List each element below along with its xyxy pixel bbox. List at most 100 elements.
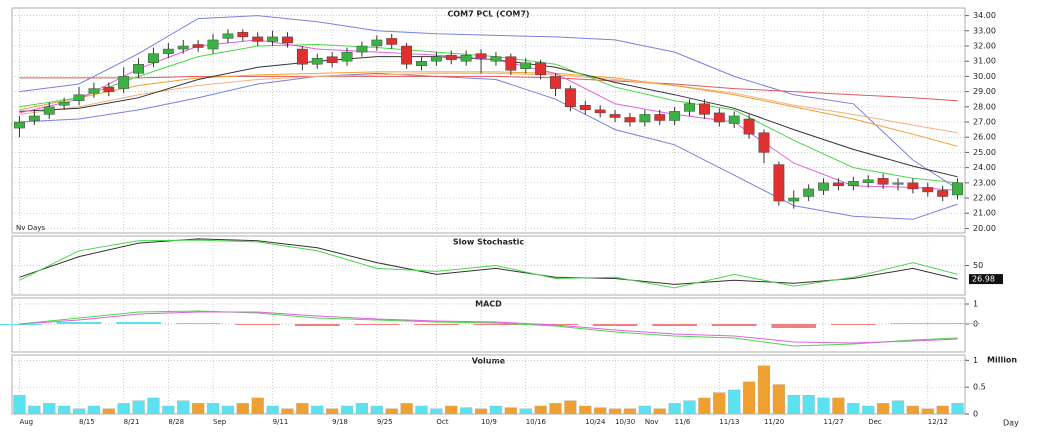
y-tick-label: 24.00 bbox=[973, 163, 996, 172]
x-tick-label: Aug bbox=[19, 418, 33, 426]
x-tick-label: 8/28 bbox=[168, 418, 184, 426]
candle-body bbox=[237, 32, 249, 38]
y-tick-label: 0 bbox=[973, 410, 978, 419]
candle-body bbox=[847, 181, 859, 187]
volume-bar bbox=[162, 405, 175, 415]
x-tick-label: 11/27 bbox=[824, 418, 844, 426]
x-tick-label: Dec bbox=[868, 418, 882, 426]
volume-bar bbox=[549, 403, 562, 415]
volume-bar bbox=[72, 408, 86, 415]
panel-title: Volume bbox=[472, 357, 506, 366]
volume-bar bbox=[713, 392, 726, 415]
histogram-bar bbox=[711, 324, 757, 326]
volume-bar bbox=[891, 400, 905, 415]
candle-body bbox=[222, 33, 234, 39]
x-tick-label: Sep bbox=[213, 418, 227, 426]
indicator-line bbox=[19, 75, 958, 102]
y-tick-label: 28.00 bbox=[973, 102, 996, 111]
volume-bar bbox=[58, 405, 71, 415]
candle-body bbox=[550, 76, 561, 89]
candle-body bbox=[743, 118, 755, 135]
x-tick-label: 12/12 bbox=[928, 418, 948, 426]
candle-body bbox=[326, 56, 338, 63]
volume-bar bbox=[251, 397, 264, 415]
panel bbox=[11, 235, 966, 296]
volume-bar bbox=[43, 403, 56, 415]
volume-bar bbox=[653, 408, 666, 415]
candle-body bbox=[401, 45, 413, 65]
histogram-bar bbox=[116, 322, 161, 324]
candle-body bbox=[267, 36, 278, 42]
volume-bar bbox=[102, 408, 115, 415]
x-tick-label: 8/15 bbox=[79, 418, 95, 426]
volume-bar bbox=[13, 395, 26, 415]
volume-bar bbox=[28, 405, 41, 415]
volume-bar bbox=[847, 403, 860, 415]
candle-body bbox=[162, 48, 174, 54]
candle-body bbox=[28, 115, 40, 121]
y-tick-label: 1 bbox=[973, 356, 978, 365]
volume-bar bbox=[906, 405, 919, 415]
candle-body bbox=[311, 57, 323, 65]
panel-title: Slow Stochastic bbox=[453, 238, 524, 247]
candle-body bbox=[594, 109, 606, 114]
volume-bar bbox=[221, 405, 235, 415]
histogram-bar bbox=[0, 324, 42, 325]
volume-bar bbox=[921, 408, 934, 415]
volume-bar bbox=[400, 403, 413, 415]
volume-bar bbox=[236, 403, 249, 415]
histogram-bar bbox=[652, 324, 697, 326]
volume-bar bbox=[832, 397, 845, 415]
volume-bar bbox=[281, 408, 294, 415]
volume-bar bbox=[519, 408, 532, 415]
histogram-bar bbox=[354, 324, 400, 325]
y-tick-label: 50 bbox=[973, 261, 983, 270]
indicator-line bbox=[19, 72, 958, 220]
volume-bar bbox=[460, 407, 473, 415]
candle-body bbox=[639, 114, 651, 123]
volume-bar bbox=[474, 408, 488, 415]
candle-body bbox=[892, 182, 904, 185]
candle-body bbox=[88, 88, 100, 94]
candle-body bbox=[296, 48, 308, 65]
footnote: Nv Days bbox=[16, 224, 45, 232]
volume-bar bbox=[698, 397, 711, 415]
volume-bar bbox=[266, 405, 279, 415]
candle-body bbox=[14, 121, 25, 129]
candle-body bbox=[192, 44, 204, 48]
histogram-bar bbox=[56, 322, 102, 324]
histogram-bar bbox=[235, 324, 281, 325]
indicator-line bbox=[19, 239, 958, 289]
candle-body bbox=[862, 179, 874, 184]
y-tick-label: 0.5 bbox=[973, 383, 986, 392]
panel-title: COM7 PCL (COM7) bbox=[447, 10, 529, 19]
histogram-bar bbox=[175, 323, 221, 324]
x-tick-label: 11/6 bbox=[675, 418, 691, 426]
y-tick-label: 29.00 bbox=[973, 87, 996, 96]
candle-body bbox=[669, 111, 681, 121]
x-tick-label: 10/16 bbox=[526, 418, 547, 426]
candle-body bbox=[148, 53, 159, 63]
volume-bar bbox=[564, 400, 577, 415]
x-tick-label: 9/25 bbox=[377, 418, 393, 426]
histogram-bar bbox=[890, 323, 936, 324]
candle-body bbox=[624, 117, 636, 123]
candle-body bbox=[386, 38, 398, 45]
volume-bar bbox=[876, 403, 890, 415]
volume-bar bbox=[772, 384, 785, 415]
candle-body bbox=[252, 36, 264, 42]
candle-body bbox=[907, 182, 919, 190]
indicator-line bbox=[19, 71, 958, 147]
y-tick-label: 31.00 bbox=[973, 57, 996, 66]
candle-body bbox=[758, 132, 770, 153]
y-tick-label: 25.00 bbox=[973, 148, 996, 157]
candle-body bbox=[713, 112, 725, 123]
candle-body bbox=[490, 56, 502, 62]
volume-bar bbox=[862, 405, 875, 415]
histogram-bar bbox=[830, 324, 876, 325]
candle-body bbox=[341, 51, 353, 62]
volume-bar bbox=[594, 407, 607, 415]
indicator-line bbox=[19, 72, 958, 134]
y-tick-label: 30.00 bbox=[973, 72, 996, 81]
volume-bar bbox=[132, 400, 145, 415]
